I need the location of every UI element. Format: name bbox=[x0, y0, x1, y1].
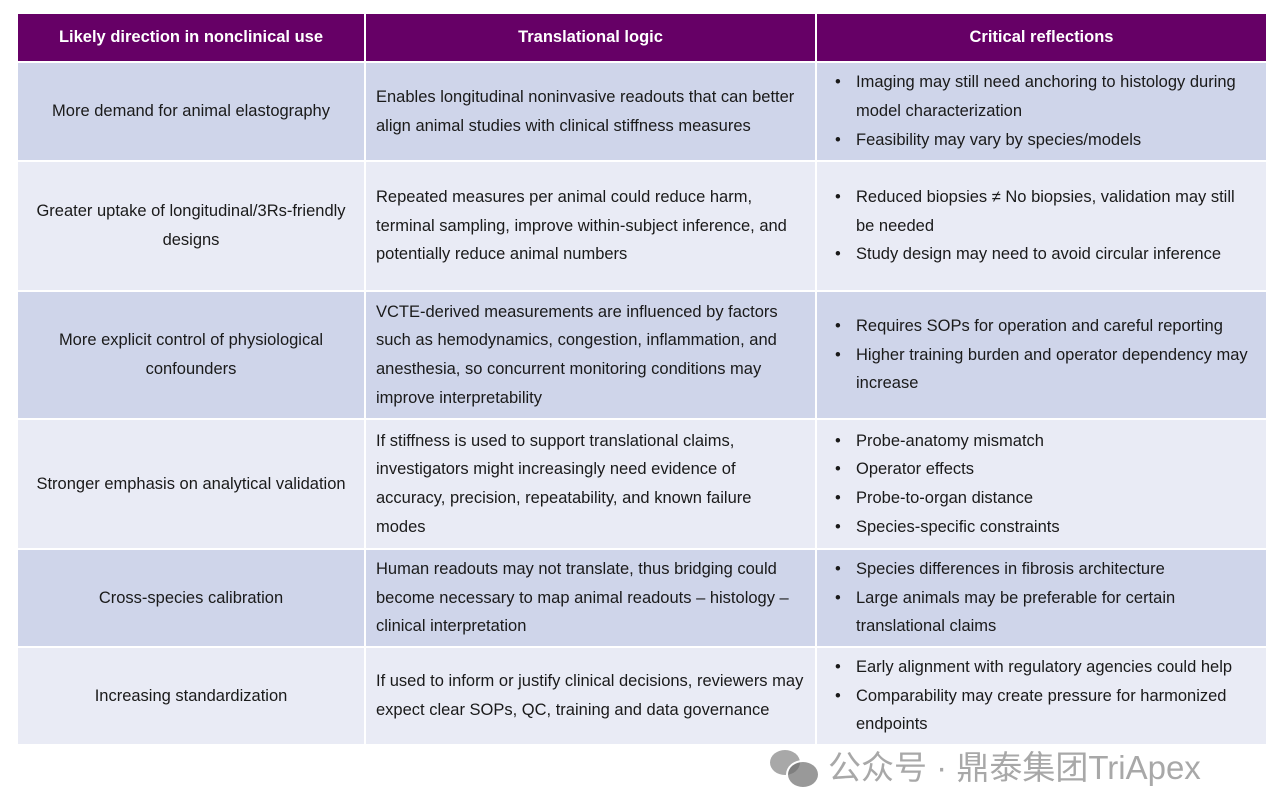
reflections-cell: Species differences in fibrosis architec… bbox=[816, 548, 1266, 647]
direction-cell: Increasing standardization bbox=[18, 646, 366, 744]
header-logic: Translational logic bbox=[365, 14, 817, 62]
table-row: More explicit control of physiological c… bbox=[18, 290, 1266, 419]
reflection-item: Imaging may still need anchoring to hist… bbox=[827, 68, 1256, 125]
reflections-cell: Early alignment with regulatory agencies… bbox=[816, 646, 1266, 744]
reflection-item: Probe-to-organ distance bbox=[827, 484, 1256, 513]
table-row: Stronger emphasis on analytical validati… bbox=[18, 418, 1266, 549]
reflection-item: Reduced biopsies ≠ No biopsies, validati… bbox=[827, 183, 1256, 240]
direction-cell: Greater uptake of longitudinal/3Rs-frien… bbox=[18, 160, 366, 291]
reflection-item: Operator effects bbox=[827, 455, 1256, 484]
reflection-item: Species-specific constraints bbox=[827, 513, 1256, 542]
header-row: Likely direction in nonclinical use Tran… bbox=[18, 14, 1266, 62]
reflection-item: Study design may need to avoid circular … bbox=[827, 240, 1256, 269]
comparison-table: Likely direction in nonclinical use Tran… bbox=[18, 14, 1266, 744]
reflection-item: Feasibility may vary by species/models bbox=[827, 126, 1256, 155]
reflections-list: Species differences in fibrosis architec… bbox=[827, 555, 1256, 641]
reflection-item: Species differences in fibrosis architec… bbox=[827, 555, 1256, 584]
reflection-item: Comparability may create pressure for ha… bbox=[827, 682, 1256, 739]
logic-cell: If stiffness is used to support translat… bbox=[365, 418, 817, 549]
reflections-cell: Imaging may still need anchoring to hist… bbox=[816, 61, 1266, 161]
direction-cell: More explicit control of physiological c… bbox=[18, 290, 366, 419]
logic-cell: If used to inform or justify clinical de… bbox=[365, 646, 817, 744]
reflections-list: Reduced biopsies ≠ No biopsies, validati… bbox=[827, 183, 1256, 269]
logic-cell: Human readouts may not translate, thus b… bbox=[365, 548, 817, 647]
logic-cell: Enables longitudinal noninvasive readout… bbox=[365, 61, 817, 161]
reflections-list: Probe-anatomy mismatchOperator effectsPr… bbox=[827, 427, 1256, 542]
reflection-item: Probe-anatomy mismatch bbox=[827, 427, 1256, 456]
table-row: Greater uptake of longitudinal/3Rs-frien… bbox=[18, 160, 1266, 291]
header-reflections: Critical reflections bbox=[816, 14, 1266, 62]
reflection-item: Large animals may be preferable for cert… bbox=[827, 584, 1256, 641]
reflection-item: Requires SOPs for operation and careful … bbox=[827, 312, 1256, 341]
reflections-cell: Probe-anatomy mismatchOperator effectsPr… bbox=[816, 418, 1266, 549]
table-row: More demand for animal elastography Enabl… bbox=[18, 61, 1266, 161]
logic-cell: VCTE-derived measurements are influenced… bbox=[365, 290, 817, 419]
direction-cell: Cross-species calibration bbox=[18, 548, 366, 647]
table-row: Increasing standardization If used to inf… bbox=[18, 646, 1266, 744]
reflections-list: Early alignment with regulatory agencies… bbox=[827, 653, 1256, 739]
direction-cell: More demand for animal elastography bbox=[18, 61, 366, 161]
header-direction: Likely direction in nonclinical use bbox=[18, 14, 366, 62]
reflections-cell: Reduced biopsies ≠ No biopsies, validati… bbox=[816, 160, 1266, 291]
reflection-item: Higher training burden and operator depe… bbox=[827, 341, 1256, 398]
reflection-item: Early alignment with regulatory agencies… bbox=[827, 653, 1256, 682]
logic-cell: Repeated measures per animal could reduc… bbox=[365, 160, 817, 291]
direction-cell: Stronger emphasis on analytical validati… bbox=[18, 418, 366, 549]
reflections-list: Imaging may still need anchoring to hist… bbox=[827, 68, 1256, 154]
table-row: Cross-species calibration Human readouts … bbox=[18, 548, 1266, 647]
reflections-cell: Requires SOPs for operation and careful … bbox=[816, 290, 1266, 419]
reflections-list: Requires SOPs for operation and careful … bbox=[827, 312, 1256, 398]
